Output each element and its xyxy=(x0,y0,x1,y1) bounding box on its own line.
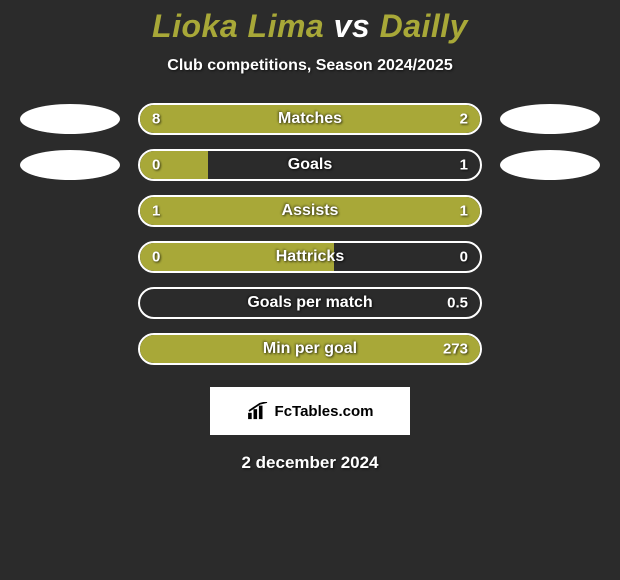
page-title: Lioka Lima vs Dailly xyxy=(152,8,468,45)
date-text: 2 december 2024 xyxy=(241,453,378,473)
spacer xyxy=(500,242,600,272)
stat-row: Min per goal273 xyxy=(20,333,600,365)
stat-bar: Assists11 xyxy=(138,195,482,227)
stat-row: Hattricks00 xyxy=(20,241,600,273)
spacer xyxy=(20,242,120,272)
stat-bar: Hattricks00 xyxy=(138,241,482,273)
spacer xyxy=(20,288,120,318)
fctables-badge: FcTables.com xyxy=(210,387,410,435)
player1-name: Lioka Lima xyxy=(152,8,324,44)
bar-segment-right xyxy=(412,105,480,133)
stat-row: Matches82 xyxy=(20,103,600,135)
stat-row: Goals01 xyxy=(20,149,600,181)
bar-gap xyxy=(140,289,480,317)
bar-gap xyxy=(334,243,480,271)
stats-region: Matches82 Goals01 Assists11 Hattricks00 Goal… xyxy=(20,103,600,379)
spacer xyxy=(500,196,600,226)
stat-row: Goals per match0.5 xyxy=(20,287,600,319)
bar-segment-left xyxy=(140,151,208,179)
bar-segment-left xyxy=(140,197,310,225)
stat-row: Assists11 xyxy=(20,195,600,227)
stat-bar: Goals per match0.5 xyxy=(138,287,482,319)
player2-name: Dailly xyxy=(380,8,468,44)
spacer xyxy=(20,196,120,226)
stat-bar: Matches82 xyxy=(138,103,482,135)
comparison-infographic: Lioka Lima vs Dailly Club competitions, … xyxy=(0,0,620,580)
stat-bar: Goals01 xyxy=(138,149,482,181)
player1-badge-oval xyxy=(20,104,120,134)
player2-badge-oval xyxy=(500,150,600,180)
spacer xyxy=(500,334,600,364)
bar-segment-left xyxy=(140,243,334,271)
bar-segment-left xyxy=(140,105,412,133)
vs-text: vs xyxy=(334,8,371,44)
player1-badge-oval xyxy=(20,150,120,180)
chart-icon xyxy=(247,402,269,420)
spacer xyxy=(500,288,600,318)
subtitle: Club competitions, Season 2024/2025 xyxy=(167,57,452,75)
bar-segment-right xyxy=(140,335,480,363)
bar-segment-right xyxy=(310,197,480,225)
stat-bar: Min per goal273 xyxy=(138,333,482,365)
badge-text: FcTables.com xyxy=(275,403,374,420)
bar-gap xyxy=(208,151,480,179)
spacer xyxy=(20,334,120,364)
player2-badge-oval xyxy=(500,104,600,134)
